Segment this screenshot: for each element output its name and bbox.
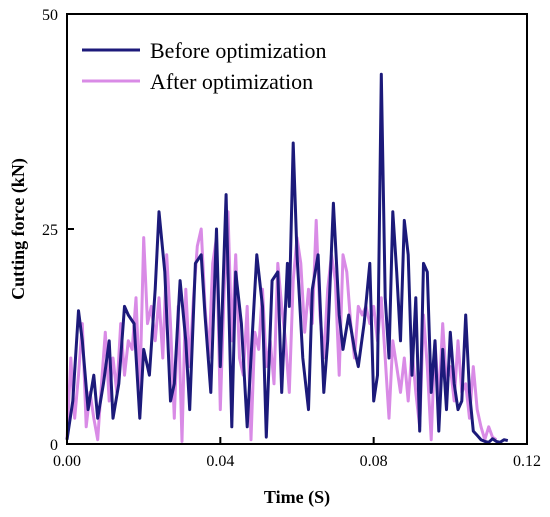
legend-label-after: After optimization bbox=[150, 69, 313, 94]
y-tick-label: 25 bbox=[42, 222, 58, 239]
x-tick-label: 0.12 bbox=[513, 453, 541, 470]
y-axis-title: Cutting force (kN) bbox=[8, 158, 29, 300]
x-tick-label: 0.00 bbox=[53, 453, 81, 470]
x-axis-title: Time (S) bbox=[264, 487, 330, 508]
y-tick-label: 50 bbox=[42, 7, 58, 24]
ticks-layer: 0.00 0.04 0.08 0.12 0 25 50 bbox=[42, 7, 541, 470]
x-tick-label: 0.08 bbox=[360, 453, 388, 470]
y-tick-label: 0 bbox=[50, 437, 58, 454]
legend: Before optimization After optimization bbox=[82, 38, 327, 94]
legend-label-before: Before optimization bbox=[150, 38, 327, 63]
series-line-after bbox=[65, 210, 498, 443]
series-line-before bbox=[65, 72, 509, 444]
x-tick-label: 0.04 bbox=[206, 453, 234, 470]
series-layer bbox=[65, 72, 509, 444]
